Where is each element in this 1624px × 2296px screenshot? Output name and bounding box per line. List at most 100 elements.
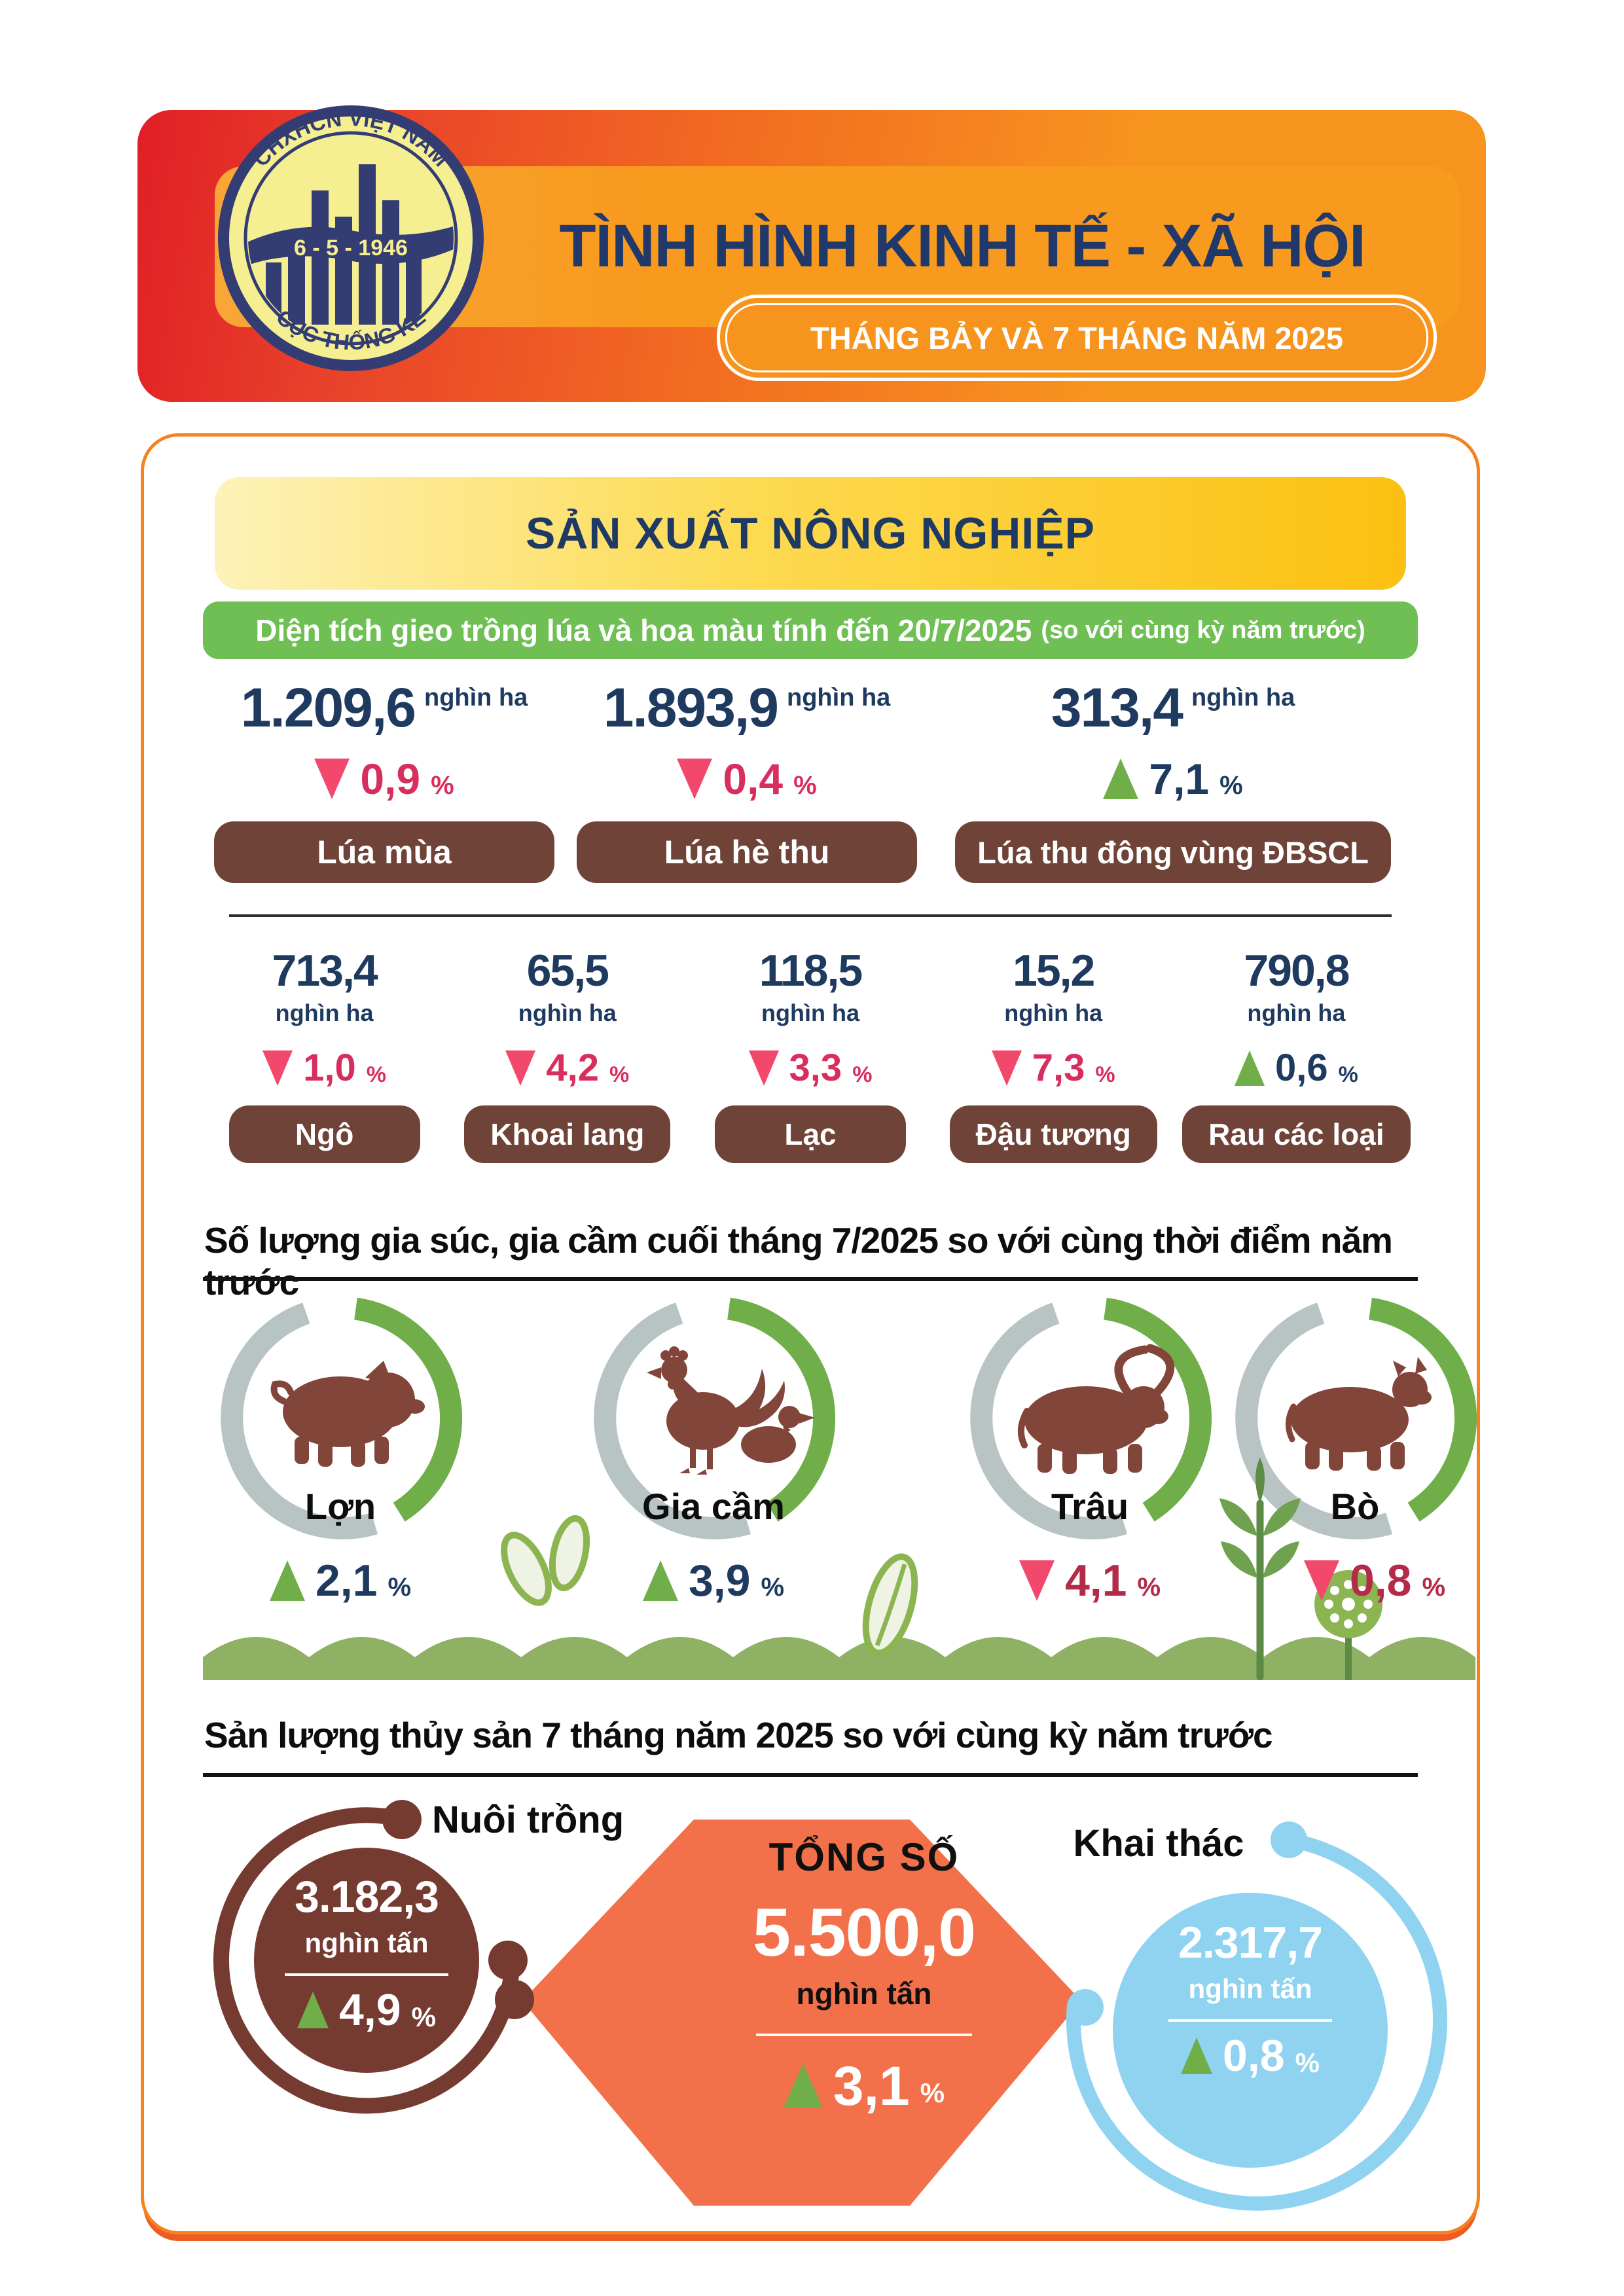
divider [285, 1973, 448, 1976]
aquaculture-ring [213, 1807, 520, 2114]
up-triangle-icon [1234, 1050, 1265, 1086]
stat-unit: nghìn ha [1191, 684, 1295, 711]
planting-heading-text: Diện tích gieo trồng lúa và hoa màu tính… [255, 613, 1032, 647]
stat-lua-mua: 1.209,6 nghìn ha 0,9 % Lúa mùa [203, 680, 566, 883]
livestock-label: Gia cầm [642, 1486, 785, 1527]
divider [756, 2034, 972, 2036]
livestock-label: Lợn [304, 1486, 376, 1527]
stat-lua-thu-dong: 313,4 nghìn ha 7,1 % Lúa thu đông vùng Đ… [928, 680, 1418, 883]
stat-unit: nghìn ha [1247, 999, 1346, 1026]
stat-change: 0,9 % [314, 757, 454, 800]
stat-unit: nghìn ha [787, 684, 891, 711]
stat-unit: nghìn ha [275, 999, 374, 1026]
down-triangle-icon [748, 1050, 779, 1086]
stat-value: 713,4 [272, 946, 378, 996]
down-triangle-icon [991, 1050, 1022, 1086]
stat-dau-tuong: 15,2 nghìn ha 7,3 % Đậu tương [932, 948, 1175, 1163]
stat-khoai-lang: 65,5 nghìn ha 4,2 % Khoai lang [446, 948, 689, 1163]
fishery-heading: Sản lượng thủy sản 7 tháng năm 2025 so v… [204, 1715, 1273, 1755]
stat-change: 7,1 % [1103, 757, 1243, 800]
down-triangle-icon [314, 759, 350, 799]
stat-value: 118,5 [759, 946, 863, 996]
up-triangle-icon [1181, 2037, 1213, 2074]
crop-label: Khoai lang [464, 1105, 671, 1163]
fishery-graphics [213, 1800, 1447, 2211]
stat-value: 65,5 [526, 946, 609, 996]
up-triangle-icon [783, 2064, 823, 2108]
wave-band [203, 1637, 1475, 1680]
total-hexagon [522, 1820, 1081, 2206]
stat-change: 0,6 % [1234, 1049, 1358, 1087]
crop-label: Lúa hè thu [577, 821, 918, 883]
crop-label: Ngô [228, 1105, 420, 1163]
up-triangle-icon [642, 1560, 678, 1601]
poultry-icon [647, 1346, 815, 1475]
stat-ngo: 713,4 nghìn ha 1,0 % Ngô [203, 948, 446, 1163]
livestock-graphics [203, 1297, 1477, 1680]
rice-stats-row: 1.209,6 nghìn ha 0,9 % Lúa mùa 1.893,9 n… [203, 680, 1418, 883]
stat-value: 1.893,9 [603, 677, 779, 738]
crop-label: Lúa thu đông vùng ĐBSCL [955, 821, 1391, 883]
down-triangle-icon [1019, 1560, 1055, 1601]
logo-year-text: 6 - 5 - 1946 [294, 236, 408, 260]
plant-decoration [1219, 1458, 1301, 1680]
stat-value: 313,4 [1051, 677, 1183, 738]
down-triangle-icon [505, 1050, 536, 1086]
total-stat: TỔNG SỐ 5.500,0 nghìn tấn 3,1 % [753, 1835, 976, 2117]
stat-unit: nghìn ha [518, 999, 617, 1026]
stat-unit: nghìn ha [424, 684, 528, 711]
up-triangle-icon [269, 1560, 305, 1601]
header-banner: TÌNH HÌNH KINH TẾ - XÃ HỘI THÁNG BẢY VÀ … [137, 105, 1486, 402]
stat-change: 3,3 % [748, 1049, 872, 1087]
planting-heading-bar: Diện tích gieo trồng lúa và hoa màu tính… [203, 601, 1418, 659]
heading-underline [203, 1277, 1418, 1281]
stat-rau: 790,8 nghìn ha 0,6 % Rau các loại [1175, 948, 1418, 1163]
capture-ring [1066, 1833, 1447, 2211]
cow-icon [1286, 1357, 1432, 1471]
livestock-label: Bò [1330, 1486, 1380, 1527]
cow-ring-chart [1235, 1297, 1477, 1539]
down-triangle-icon [677, 759, 713, 799]
subtitle-badge: THÁNG BẢY VÀ 7 THÁNG NĂM 2025 [717, 295, 1437, 381]
content-card: SẢN XUẤT NÔNG NGHIỆP Diện tích gieo trồn… [141, 433, 1480, 2234]
stat-change: 4,2 % [505, 1049, 629, 1087]
livestock-change: 0,8 % [1257, 1558, 1492, 1603]
planting-heading-note: (so với cùng kỳ năm trước) [1041, 616, 1365, 644]
up-triangle-icon [1103, 759, 1139, 799]
buffalo-ring-chart [970, 1297, 1212, 1539]
pig-ring-chart [221, 1297, 463, 1539]
pig-icon [270, 1361, 425, 1467]
stat-value: 15,2 [1013, 946, 1095, 996]
capture-stat: 2.317,7 nghìn tấn 0,8 % [1136, 1917, 1365, 2078]
livestock-label: Trâu [1051, 1486, 1129, 1527]
stat-change: 0,4 % [677, 757, 817, 800]
down-triangle-icon [262, 1050, 293, 1086]
stat-change: 1,0 % [262, 1049, 386, 1087]
leaf-decoration [862, 1553, 918, 1657]
divider [1168, 2019, 1332, 2022]
statistics-office-logo-icon: CHXHCN VIỆT NAM CỤC THỐNG KÊ 6 - 5 - 194… [218, 105, 484, 371]
stat-lac: 118,5 nghìn ha 3,3 % Lạc [689, 948, 931, 1163]
buffalo-icon [1017, 1344, 1175, 1474]
livestock-change: 4,1 % [972, 1558, 1208, 1603]
poultry-ring-chart [594, 1297, 836, 1539]
crop-label: Lạc [714, 1105, 906, 1163]
subtitle-text: THÁNG BẢY VÀ 7 THÁNG NĂM 2025 [810, 320, 1343, 355]
stat-change: 7,3 % [991, 1049, 1115, 1087]
leaves-decoration [501, 1515, 590, 1606]
crop-label: Rau các loại [1182, 1105, 1411, 1163]
stat-lua-he-thu: 1.893,9 nghìn ha 0,4 % Lúa hè thu [566, 680, 928, 883]
crop-label: Đậu tương [949, 1105, 1157, 1163]
section-banner: SẢN XUẤT NÔNG NGHIỆP [215, 477, 1406, 590]
livestock-change: 2,1 % [223, 1558, 458, 1603]
livestock-heading: Số lượng gia súc, gia cầm cuối tháng 7/2… [204, 1220, 1393, 1302]
up-triangle-icon [297, 1992, 329, 2028]
heading-underline [203, 1773, 1418, 1777]
stat-value: 790,8 [1244, 946, 1350, 996]
down-triangle-icon [1303, 1560, 1339, 1601]
stat-value: 1.209,6 [240, 677, 416, 738]
divider [229, 914, 1392, 917]
capture-label: Khai thác [1073, 1822, 1244, 1865]
stat-unit: nghìn ha [761, 999, 859, 1026]
